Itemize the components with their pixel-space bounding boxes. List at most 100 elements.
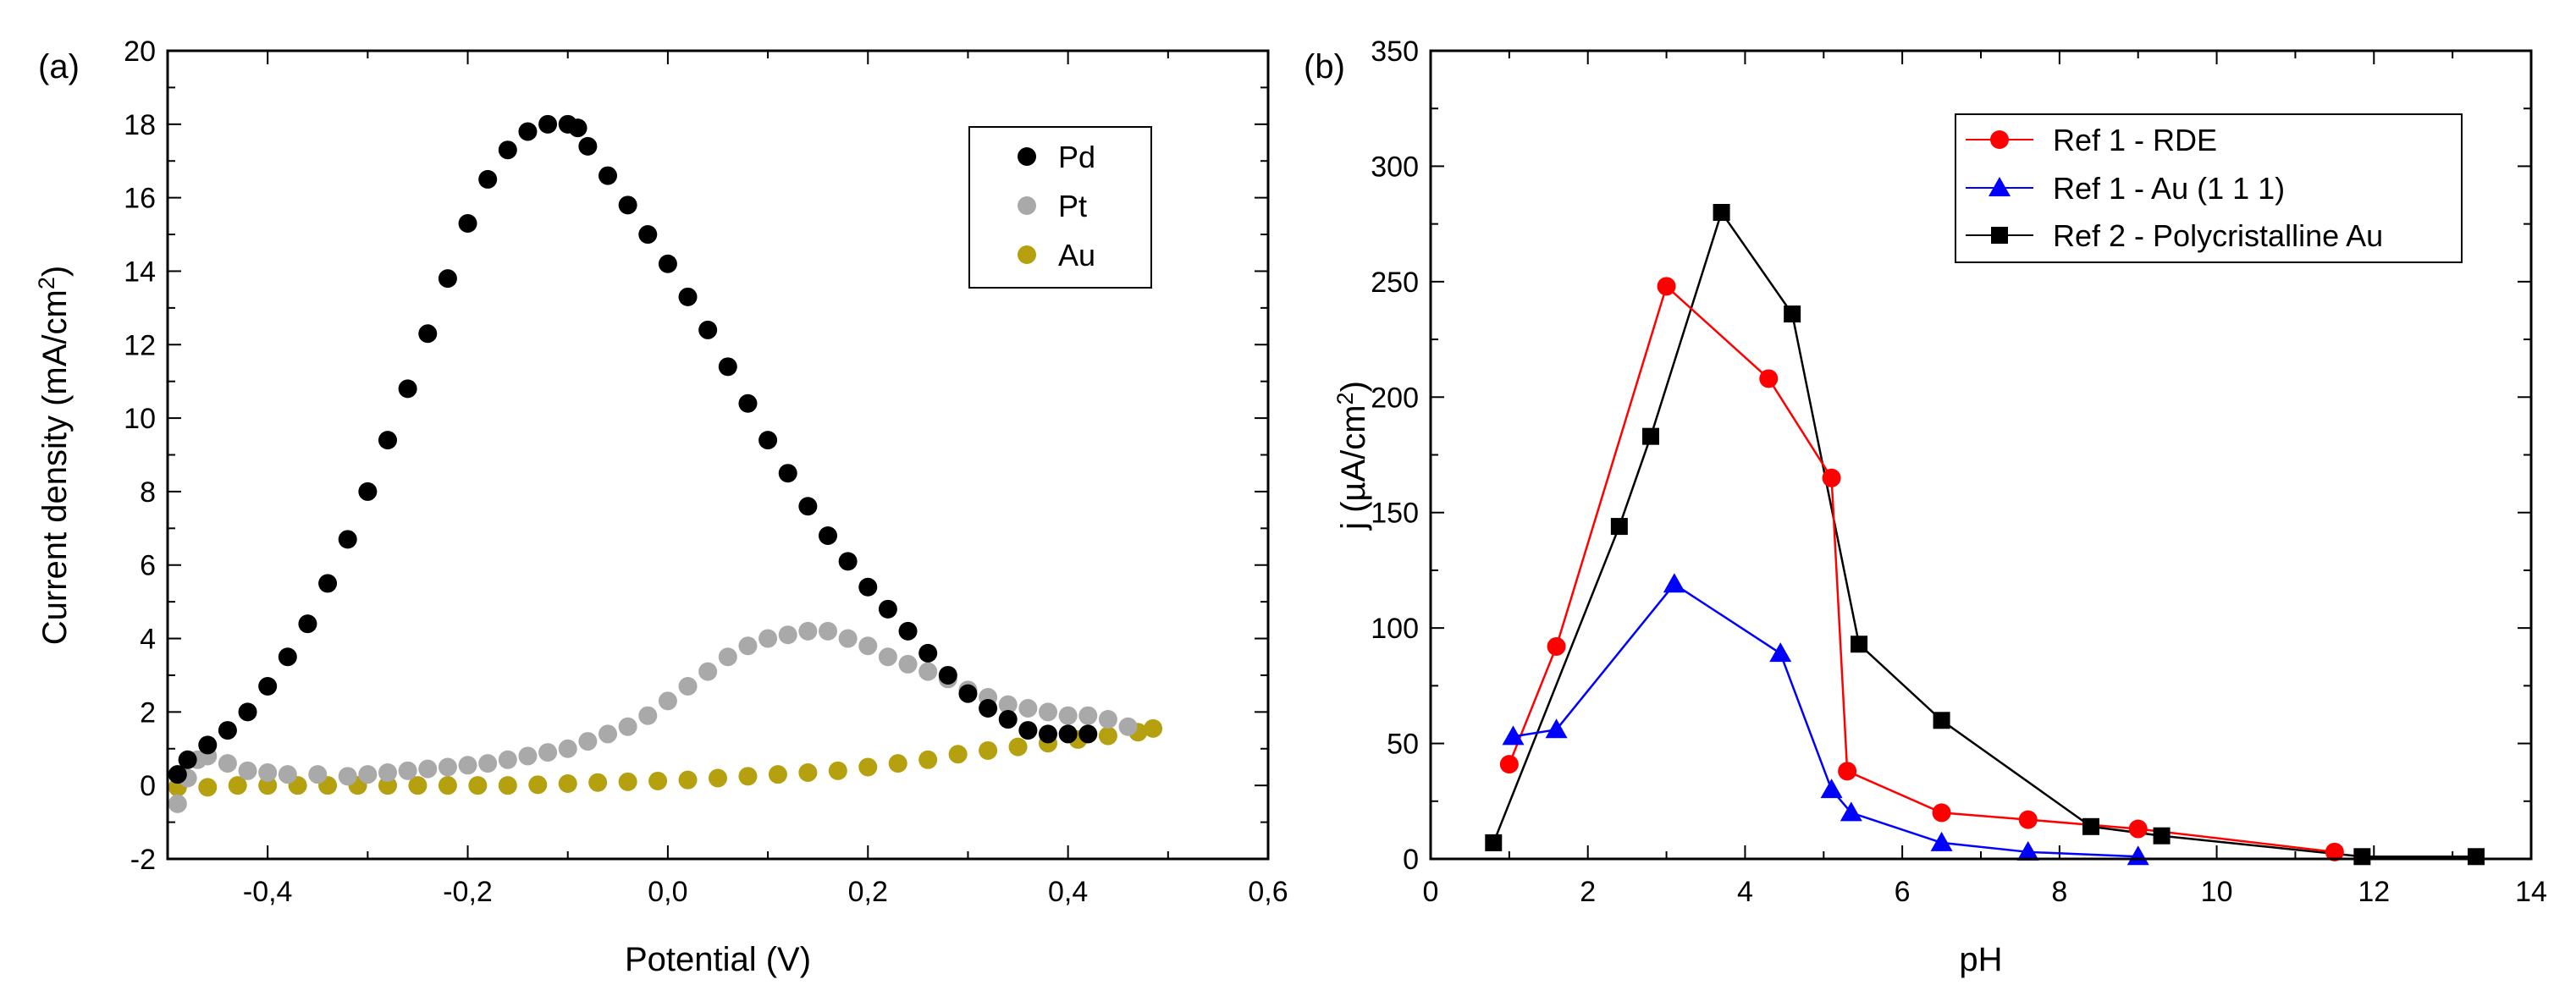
point-ref-1-rde: [2018, 810, 2038, 829]
point-pt: [819, 621, 837, 641]
point-pt: [238, 761, 257, 780]
point-ref-1-rde: [2128, 819, 2148, 839]
point-au: [979, 740, 998, 760]
point-pt: [358, 765, 378, 784]
panel-b-points: [1485, 204, 2485, 866]
panel-a-ylabel-close: ): [36, 266, 74, 277]
x-tick-label: 0: [1423, 876, 1439, 908]
panel-b-legend-box: [1955, 113, 2463, 263]
legend-marker-au111: [1989, 177, 2011, 196]
point-pt: [218, 754, 237, 773]
point-pd: [238, 702, 257, 722]
point-pt: [638, 706, 658, 725]
point-pt: [618, 717, 637, 736]
y-tick-label: 18: [124, 109, 156, 141]
point-au: [468, 776, 488, 795]
point-au: [378, 776, 397, 795]
point-pt: [778, 625, 797, 645]
y-tick-label: 4: [140, 624, 156, 656]
point-au: [588, 773, 608, 792]
point-pt: [1118, 717, 1138, 736]
point-pd: [838, 552, 858, 571]
point-ref-2-polycristalline-au: [2353, 848, 2371, 866]
point-pt: [698, 662, 718, 681]
point-pt: [678, 676, 698, 696]
point-au: [198, 778, 218, 797]
point-pd: [178, 750, 197, 769]
point-pd: [438, 269, 457, 289]
panel-b-ylabel: j (µA/cm2): [1332, 381, 1372, 531]
point-au: [438, 776, 457, 795]
y-tick-label: 200: [1371, 382, 1419, 414]
point-pt: [478, 754, 498, 773]
x-tick-label: 0,0: [648, 876, 687, 908]
point-ref-1-au-1-1-1: [1545, 718, 1568, 739]
x-tick-label: 0,2: [848, 876, 888, 908]
point-ref-1-au-1-1-1: [2016, 840, 2039, 861]
panel-a-xlabel: Potential (V): [625, 941, 811, 978]
point-au: [228, 776, 247, 795]
legend-marker-pd: [1018, 147, 1036, 166]
y-tick-label: -2: [130, 844, 156, 876]
point-pd: [1058, 724, 1078, 744]
point-ref-1-au-1-1-1: [2126, 845, 2149, 866]
point-au: [648, 771, 668, 790]
point-au: [798, 762, 818, 782]
point-au: [768, 765, 787, 784]
point-au: [858, 757, 878, 777]
point-pd: [598, 166, 617, 185]
point-pt: [398, 761, 417, 780]
point-ref-2-polycristalline-au: [1933, 712, 1950, 729]
legend-label-rde: Ref 1 - RDE: [2053, 123, 2217, 157]
point-ref-1-au-1-1-1: [1502, 725, 1525, 746]
point-pd: [718, 357, 737, 377]
point-pt: [538, 743, 558, 762]
point-ref-2-polycristalline-au: [1851, 636, 1868, 653]
y-tick-label: 50: [1387, 729, 1419, 761]
legend-marker-rde: [1990, 130, 2009, 149]
y-tick-label: 10: [124, 403, 156, 435]
point-au: [1098, 726, 1117, 746]
point-au: [918, 750, 938, 769]
point-au: [828, 761, 847, 780]
point-pd: [618, 195, 637, 215]
legend-marker-pt: [1018, 196, 1036, 215]
x-tick-label: 0,4: [1048, 876, 1088, 908]
point-pd: [218, 721, 237, 740]
legend-marker-au: [1018, 245, 1036, 264]
point-ref-2-polycristalline-au: [2468, 848, 2485, 866]
point-pd: [938, 665, 957, 685]
point-pt: [658, 691, 677, 711]
point-pd: [168, 765, 187, 784]
x-tick-label: 6: [1895, 876, 1911, 908]
point-pd: [758, 431, 778, 450]
point-ref-1-au-1-1-1: [1820, 779, 1843, 799]
panel-a-legend: Pd Pt Au: [968, 126, 1152, 289]
point-pd: [878, 599, 897, 619]
point-pd: [518, 122, 538, 141]
point-ref-1-rde: [2325, 842, 2344, 861]
series-line-ref-1-rde: [1508, 284, 2336, 854]
point-pd: [278, 647, 297, 667]
panel-b-label: (b): [1304, 48, 1345, 85]
point-pd: [698, 320, 718, 339]
y-tick-label: 100: [1371, 613, 1419, 645]
series-line-ref-2-polycristalline-au: [1492, 210, 2476, 858]
panel-a-ylabel-main: Current density (mA/cm: [36, 289, 74, 645]
point-pd: [738, 393, 758, 413]
point-pt: [418, 759, 438, 779]
point-pt: [918, 662, 938, 681]
panel-a-label: (a): [38, 48, 80, 85]
point-au: [738, 767, 758, 786]
y-tick-label: 12: [124, 329, 156, 361]
point-ref-1-rde: [1547, 636, 1566, 656]
point-pt: [1058, 706, 1078, 725]
point-pt: [308, 765, 328, 784]
point-pd: [798, 497, 818, 516]
x-tick-label: 4: [1737, 876, 1753, 908]
point-pd: [498, 140, 517, 160]
point-pd: [819, 526, 837, 545]
point-ref-1-rde: [1499, 755, 1519, 774]
panel-b-xlabel: pH: [1959, 941, 2002, 978]
